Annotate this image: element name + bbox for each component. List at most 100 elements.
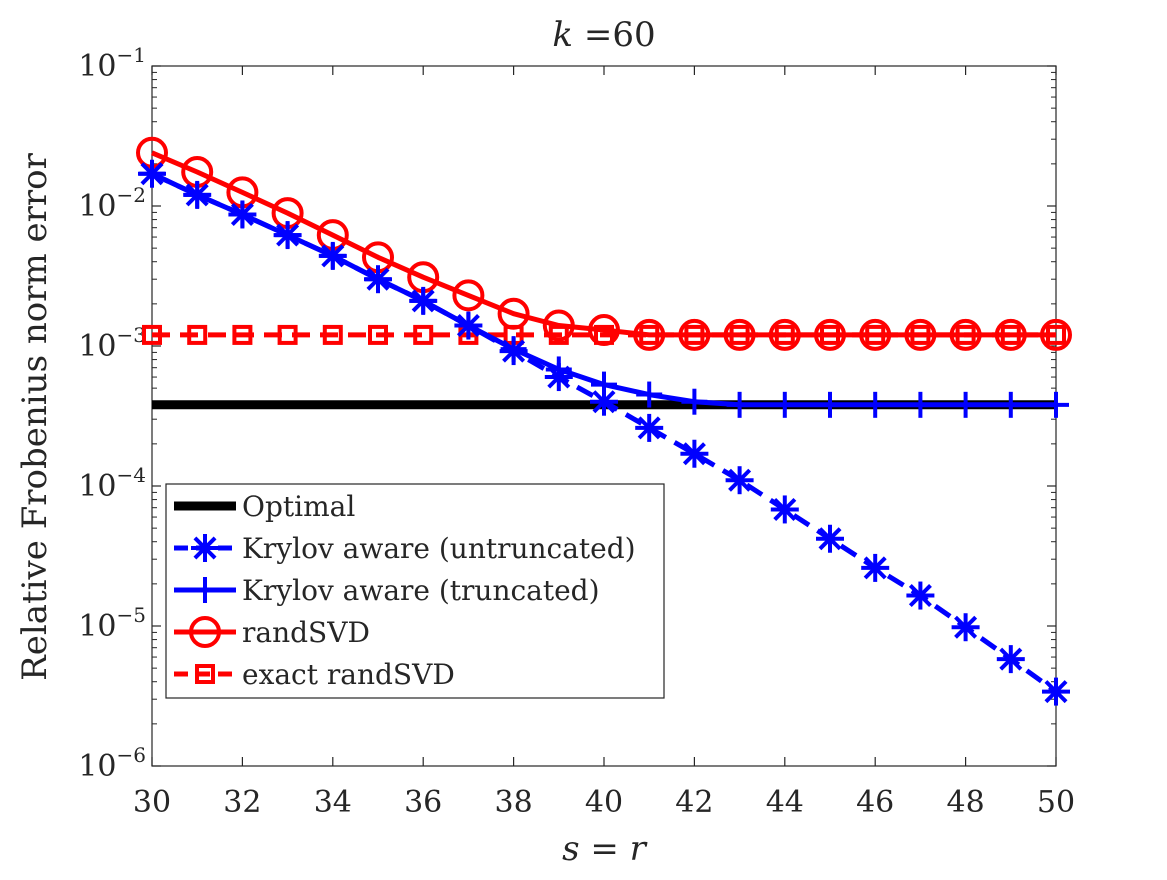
data-point [904, 318, 937, 351]
data-point [859, 318, 892, 351]
marker-stroke [411, 289, 435, 313]
data-point [413, 324, 434, 345]
y-tick-label: 10−5 [78, 603, 146, 644]
marker-stroke [277, 324, 298, 345]
marker-stroke [1040, 318, 1072, 351]
data-point [142, 324, 162, 345]
marker-stroke [187, 324, 208, 345]
data-point [1040, 318, 1072, 351]
marker-stroke [728, 468, 752, 492]
data-point [454, 311, 483, 340]
data-point [726, 391, 753, 418]
series-randsvd [136, 136, 1072, 351]
chart-title: k =60 [552, 15, 655, 55]
legend-label: Krylov aware (truncated) [242, 574, 600, 607]
marker-stroke [637, 416, 661, 440]
marker-stroke [592, 390, 616, 414]
data-point [723, 318, 756, 351]
x-axis-title: s = r [562, 829, 648, 869]
x-tick-label: 38 [495, 785, 533, 820]
x-tick-label: 50 [1037, 785, 1075, 820]
data-point [138, 159, 166, 188]
data-point [681, 388, 708, 415]
legend-marker [189, 616, 221, 648]
marker-stroke [189, 616, 221, 648]
data-point [997, 391, 1024, 418]
x-tick-label: 48 [947, 785, 985, 820]
data-point [318, 241, 347, 270]
marker-stroke [542, 309, 575, 342]
data-point [951, 613, 980, 642]
marker-stroke [502, 339, 526, 363]
data-point [949, 318, 982, 351]
y-tick-label: 10−4 [78, 463, 146, 504]
data-point [635, 413, 664, 442]
marker-stroke [368, 324, 388, 345]
marker-stroke [276, 223, 300, 247]
data-point [952, 391, 979, 418]
data-point [814, 318, 846, 351]
marker-stroke [954, 615, 978, 639]
marker-stroke [588, 314, 620, 347]
marker-stroke [497, 297, 530, 330]
x-tick-label: 36 [404, 785, 442, 820]
marker-stroke [768, 318, 801, 351]
data-point [816, 524, 844, 553]
data-point [183, 180, 212, 209]
data-point [368, 324, 388, 345]
x-tick-label: 32 [223, 785, 261, 820]
data-point [228, 200, 257, 229]
marker-stroke [723, 318, 756, 351]
marker-stroke [140, 162, 164, 186]
legend-label: exact randSVD [242, 658, 455, 691]
data-point [497, 297, 530, 330]
data-point [680, 439, 709, 468]
x-tick-label: 34 [314, 785, 352, 820]
y-tick-label: 10−1 [78, 43, 146, 84]
legend-item: Optimal [174, 490, 355, 523]
marker-stroke [232, 324, 253, 345]
data-point [542, 309, 575, 342]
data-point [678, 318, 711, 351]
marker-stroke [230, 202, 254, 226]
x-tick-label: 42 [675, 785, 713, 820]
x-tick-label: 44 [766, 785, 804, 820]
data-point [277, 324, 298, 345]
data-point [544, 363, 573, 392]
marker-stroke [999, 647, 1023, 671]
data-point [994, 318, 1027, 351]
x-tick-label: 40 [585, 785, 623, 820]
legend: Optimal Krylov aware (untruncated) Krylov … [165, 483, 665, 699]
data-point [633, 318, 666, 351]
marker-stroke [904, 318, 937, 351]
y-tick-label: 10−2 [78, 183, 146, 224]
legend-marker [191, 534, 219, 562]
data-point [907, 391, 934, 418]
data-point [232, 324, 253, 345]
marker-stroke [633, 318, 666, 351]
marker-stroke [863, 556, 887, 580]
legend-label: Optimal [242, 490, 355, 523]
data-point [452, 279, 485, 312]
marker-stroke [456, 314, 480, 338]
data-point [817, 391, 843, 418]
data-point [590, 387, 618, 416]
legend-marker [195, 664, 215, 684]
legend-label: randSVD [242, 616, 370, 649]
data-point [1043, 391, 1069, 418]
marker-stroke [1044, 680, 1068, 704]
y-tick-label: 10−6 [78, 743, 146, 784]
marker-stroke [142, 324, 162, 345]
marker-stroke [908, 584, 932, 608]
data-point [771, 391, 798, 418]
data-point [187, 324, 208, 345]
legend-item: Krylov aware (untruncated) [174, 532, 636, 565]
y-axis-title: Relative Frobenius norm error [15, 152, 55, 680]
marker-stroke [195, 664, 215, 684]
x-tick-label: 30 [133, 785, 171, 820]
data-point [364, 265, 392, 294]
data-point [1042, 677, 1070, 706]
marker-stroke [814, 318, 846, 351]
